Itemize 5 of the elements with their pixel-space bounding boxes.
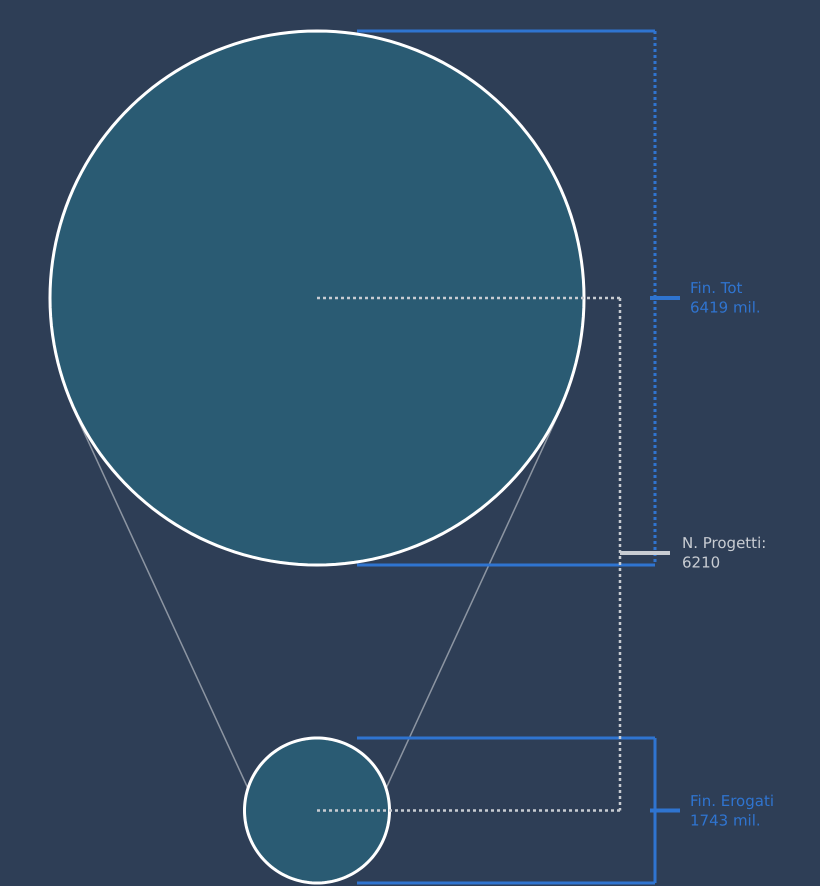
data-label: 1743 mil. xyxy=(690,812,761,830)
category-label: Fin. Erogati xyxy=(690,792,774,810)
data-label: 6419 mil. xyxy=(690,298,761,316)
category-label: Fin. Tot xyxy=(690,279,743,297)
text: N. Progetti: 6210 xyxy=(682,534,766,572)
